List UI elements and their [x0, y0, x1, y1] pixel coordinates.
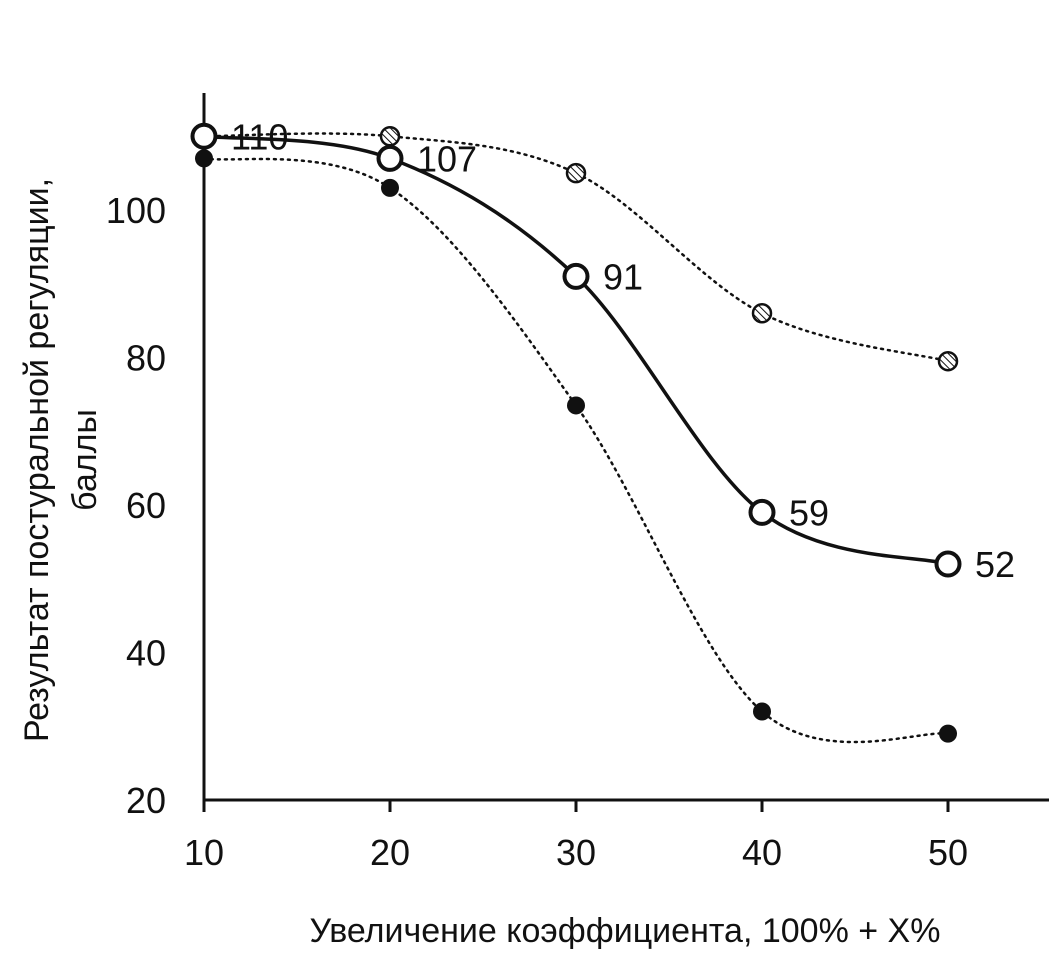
x-axis-ticks: 10 20 30 40 50: [184, 800, 968, 873]
hatched-circle-point: [379, 126, 401, 147]
y-axis-title: Результат постуральной регуляции, баллы: [18, 178, 104, 742]
x-axis-title: Увеличение коэффициента, 100% + X%: [310, 912, 941, 950]
filled-circle-point: [381, 178, 399, 197]
data-label: 59: [789, 492, 829, 533]
y-tick-label: 100: [106, 190, 166, 231]
series-line: [202, 134, 950, 566]
x-tick-label: 10: [184, 832, 224, 873]
open-circle-point: [934, 550, 962, 578]
open-circle-point: [748, 498, 776, 526]
open-circle-point: [376, 144, 404, 172]
y-tick-label: 80: [126, 338, 166, 379]
filled-circle-point: [753, 702, 771, 721]
hatched-circle-point: [937, 350, 959, 372]
axes: [202, 93, 1049, 802]
filled-circle-point: [939, 724, 957, 743]
open-circle-point: [190, 122, 218, 150]
filled-circle-point: [195, 149, 213, 168]
hatched-circle-point: [751, 303, 773, 324]
y-tick-label: 20: [126, 780, 166, 821]
series-layer: 110 107 91 59 52: [190, 116, 1015, 744]
y-axis-title-line-1: Результат постуральной регуляции,: [18, 178, 56, 742]
hatched-circle-point: [565, 162, 587, 184]
data-label: 107: [417, 138, 477, 179]
series-3: [195, 149, 957, 744]
x-tick-label: 20: [370, 832, 410, 873]
x-tick-label: 40: [742, 832, 782, 873]
y-tick-label: 60: [126, 485, 166, 526]
open-circle-point: [562, 262, 590, 290]
series-1: 110 107 91 59 52: [190, 116, 1015, 585]
x-tick-label: 30: [556, 832, 596, 873]
data-label: 52: [975, 544, 1015, 585]
data-label: 91: [603, 256, 643, 297]
x-tick-label: 50: [928, 832, 968, 873]
y-tick-label: 40: [126, 633, 166, 674]
filled-circle-point: [567, 396, 585, 415]
y-axis-title-line-2: баллы: [66, 409, 104, 511]
y-axis-ticks: 20 40 60 80 100: [106, 190, 166, 821]
series-line: [202, 157, 950, 744]
series-2: [193, 126, 959, 372]
data-label: 110: [231, 116, 288, 157]
